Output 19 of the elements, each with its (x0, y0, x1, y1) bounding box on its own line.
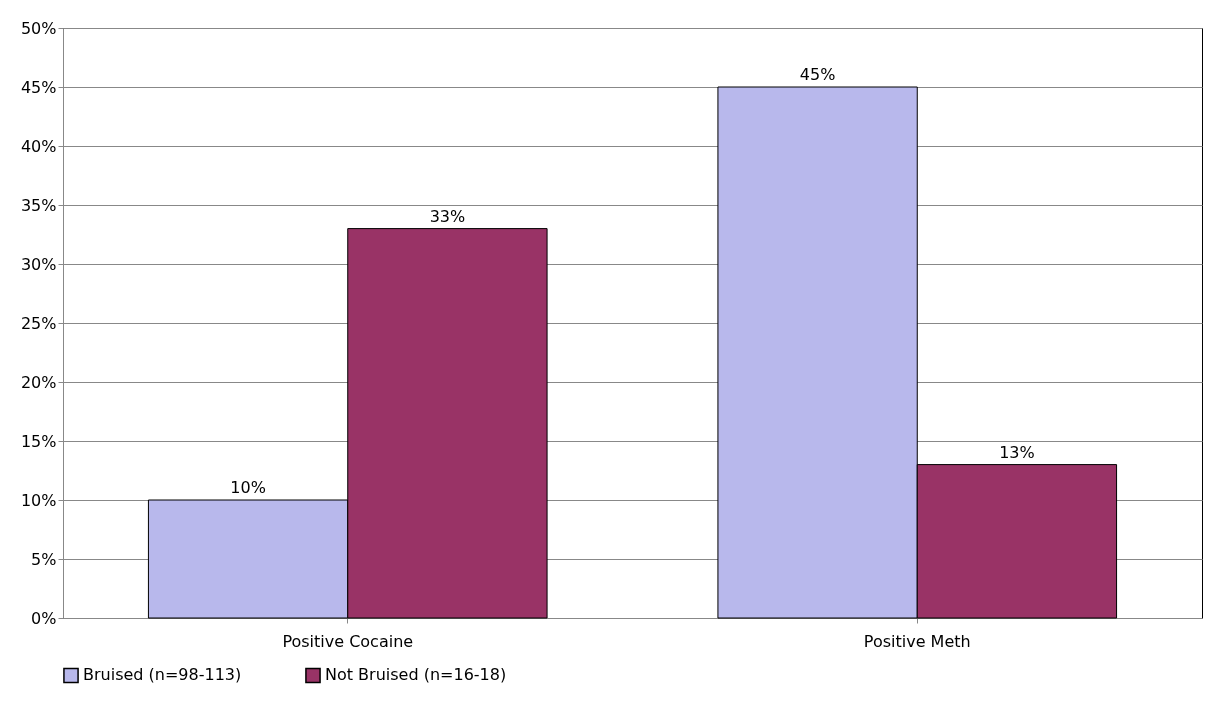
y-tick-label: 40% (20, 136, 57, 156)
legend-label: Not Bruised (n=16-18) (325, 665, 507, 685)
y-tick-label: 45% (20, 77, 57, 97)
y-tick-label: 5% (31, 549, 57, 569)
y-tick-label: 50% (20, 18, 57, 38)
y-tick-label: 10% (20, 490, 57, 510)
y-tick-label: 15% (20, 431, 57, 451)
legend-label: Bruised (n=98-113) (83, 665, 242, 685)
x-tick-label: Positive Cocaine (282, 631, 414, 651)
data-label: 33% (429, 206, 466, 226)
x-tick-label: Positive Meth (863, 631, 971, 651)
data-label: 13% (999, 442, 1035, 462)
y-tick-label: 25% (20, 313, 57, 333)
y-tick-label: 30% (20, 254, 57, 274)
y-tick-label: 20% (20, 372, 57, 392)
data-label: 45% (799, 65, 836, 84)
y-tick-label: 35% (20, 195, 57, 215)
data-label: 10% (230, 478, 266, 497)
y-tick-label: 0% (31, 608, 57, 628)
